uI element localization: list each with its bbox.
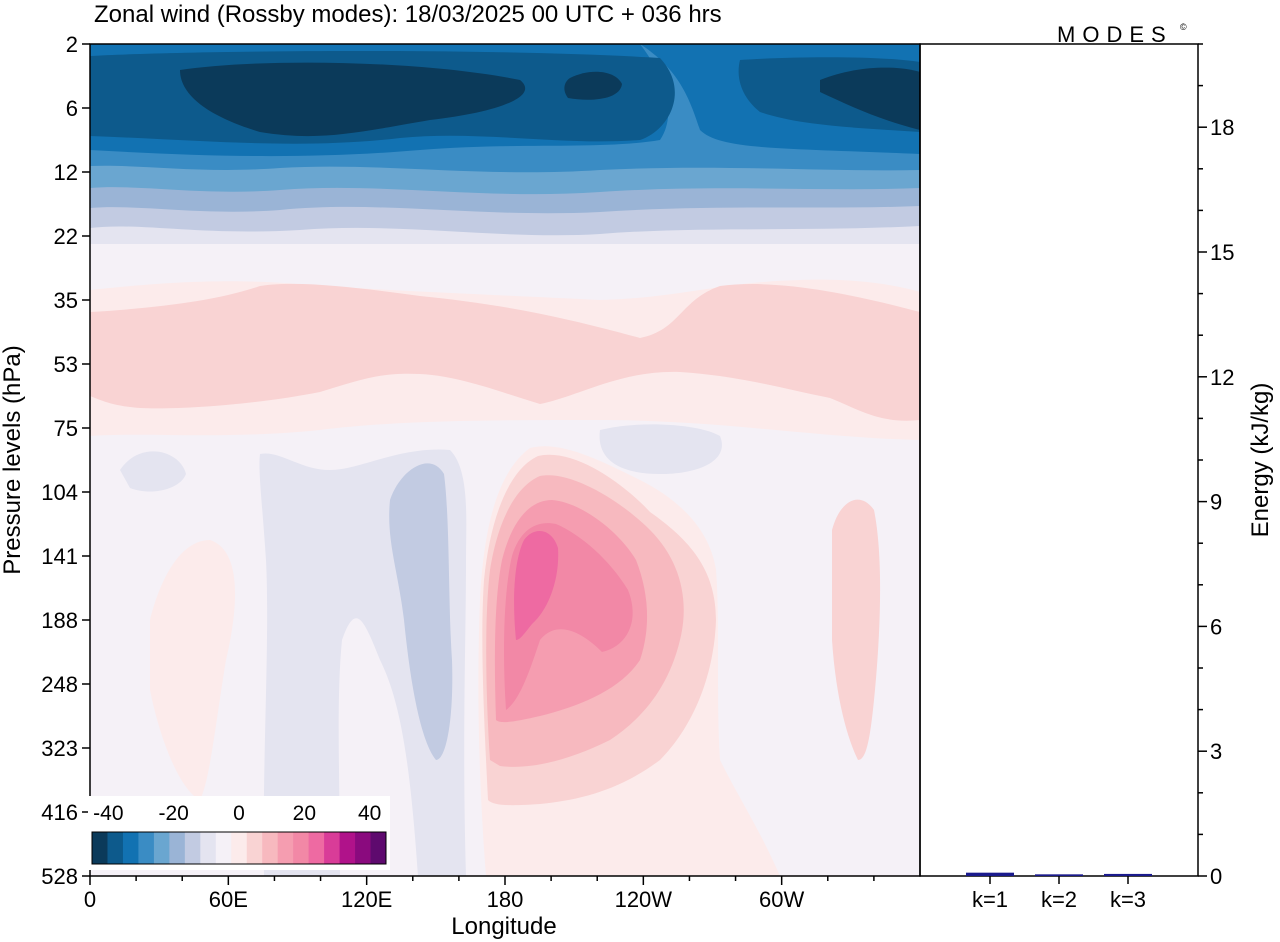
- colorbar-swatch: [138, 832, 155, 864]
- energy-category-label: k=3: [1110, 887, 1146, 912]
- longitude-axis: 0 60E 120E 180 120W 60W: [84, 876, 875, 912]
- colorbar-swatch: [324, 832, 340, 864]
- colorbar-swatch: [355, 832, 371, 864]
- energy-bar: [1035, 874, 1083, 876]
- y-tick-label: 104: [41, 480, 78, 505]
- colorbar: -40 -20 0 20 40: [88, 796, 390, 870]
- y-tick-label: 323: [41, 736, 78, 761]
- y-tick-label: 2: [66, 32, 78, 57]
- energy-tick-label: 18: [1210, 115, 1234, 140]
- x-tick-label: 0: [84, 887, 96, 912]
- colorbar-swatch: [215, 832, 232, 864]
- energy-bars: k=1 k=2 k=3: [966, 872, 1152, 912]
- energy-tick-label: 3: [1210, 739, 1222, 764]
- brand-logo: MODES: [1057, 22, 1173, 47]
- y-tick-label: 188: [41, 608, 78, 633]
- y-tick-label: 6: [66, 96, 78, 121]
- energy-tick-label: 0: [1210, 864, 1222, 889]
- energy-bar: [966, 872, 1014, 876]
- colorbar-swatch: [200, 832, 217, 864]
- energy-category-label: k=2: [1041, 887, 1077, 912]
- y-tick-label: 248: [41, 672, 78, 697]
- colorbar-swatch: [107, 832, 124, 864]
- energy-tick-label: 6: [1210, 614, 1222, 639]
- y-tick-label: 22: [54, 224, 78, 249]
- colorbar-swatch: [92, 832, 108, 864]
- energy-axis: 0 3 6 9 12 15 18: [1198, 43, 1234, 889]
- y-tick-label: 416: [41, 800, 78, 825]
- y-tick-label: 12: [54, 160, 78, 185]
- colorbar-swatch: [293, 832, 310, 864]
- energy-bar: [1104, 873, 1152, 876]
- y-tick-label: 35: [54, 288, 78, 313]
- colorbar-swatch: [122, 832, 139, 864]
- colorbar-swatch: [184, 832, 201, 864]
- x-axis-label: Longitude: [451, 913, 556, 940]
- colorbar-swatch: [153, 832, 170, 864]
- colorbar-swatch: [339, 832, 356, 864]
- brand-mark: ©: [1180, 22, 1187, 32]
- pressure-axis: 2 6 12 22 35 53 75 104 141 188 248 323 416 528: [41, 32, 90, 889]
- colorbar-swatch: [169, 832, 186, 864]
- y-tick-label: 53: [54, 352, 78, 377]
- energy-category-label: k=1: [972, 887, 1008, 912]
- energy-tick-label: 12: [1210, 365, 1234, 390]
- colorbar-swatch: [231, 832, 248, 864]
- colorbar-tick-label: -20: [158, 802, 188, 825]
- y-axis-label: Pressure levels (hPa): [0, 345, 26, 574]
- y-tick-label: 528: [41, 864, 78, 889]
- x-tick-label: 60E: [209, 887, 248, 912]
- colorbar-swatch: [246, 832, 263, 864]
- colorbar-swatch: [308, 832, 325, 864]
- x-tick-label: 120W: [615, 887, 673, 912]
- colorbar-tick-label: 0: [233, 802, 245, 825]
- y-tick-label: 141: [41, 544, 78, 569]
- colorbar-swatch: [262, 832, 279, 864]
- energy-tick-label: 15: [1210, 240, 1234, 265]
- colorbar-frame: [91, 831, 387, 865]
- colorbar-tick-label: -40: [93, 802, 123, 825]
- x-tick-label: 60W: [759, 887, 804, 912]
- colorbar-swatch: [277, 832, 294, 864]
- x-tick-label: 180: [487, 887, 524, 912]
- colorbar-tick-label: 20: [293, 802, 316, 825]
- x-tick-label: 120E: [341, 887, 392, 912]
- chart-title: Zonal wind (Rossby modes): 18/03/2025 00…: [94, 1, 722, 28]
- y-tick-label: 75: [54, 416, 78, 441]
- energy-axis-label: Energy (kJ/kg): [1247, 383, 1274, 538]
- energy-tick-label: 9: [1210, 490, 1222, 515]
- colorbar-swatch: [370, 832, 387, 864]
- contour-field: [90, 44, 920, 876]
- energy-plot-frame: [919, 43, 1199, 877]
- colorbar-tick-label: 40: [358, 802, 381, 825]
